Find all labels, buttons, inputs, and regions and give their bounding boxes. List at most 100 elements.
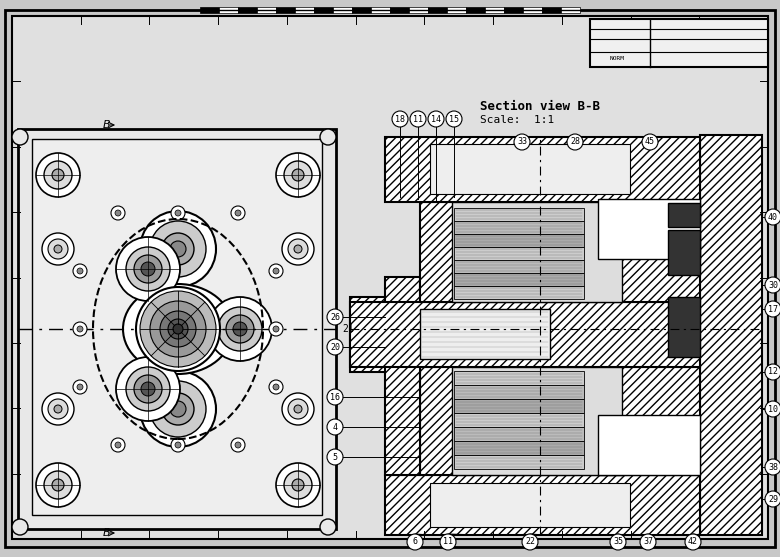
Circle shape xyxy=(765,459,780,475)
Ellipse shape xyxy=(123,284,233,374)
Circle shape xyxy=(294,405,302,413)
Bar xyxy=(454,247,584,260)
Text: Scale:  1:1: Scale: 1:1 xyxy=(480,115,555,125)
Circle shape xyxy=(765,401,780,417)
Bar xyxy=(420,367,700,475)
Circle shape xyxy=(567,134,583,150)
Bar xyxy=(257,7,276,13)
Bar xyxy=(454,385,584,399)
Bar xyxy=(428,7,447,13)
Text: B: B xyxy=(103,120,111,130)
Circle shape xyxy=(640,534,656,550)
Bar xyxy=(454,455,584,469)
Circle shape xyxy=(134,255,162,283)
Circle shape xyxy=(284,161,312,189)
Text: 26: 26 xyxy=(330,312,340,321)
Bar xyxy=(385,137,700,202)
Bar xyxy=(420,309,550,359)
Circle shape xyxy=(292,169,304,181)
Bar xyxy=(350,297,420,372)
Circle shape xyxy=(48,399,68,419)
Circle shape xyxy=(276,463,320,507)
Text: 11: 11 xyxy=(413,115,423,124)
Bar xyxy=(668,297,700,357)
Circle shape xyxy=(226,315,254,343)
Text: B: B xyxy=(103,528,111,538)
Text: 37: 37 xyxy=(643,538,653,546)
Bar xyxy=(700,135,762,535)
Circle shape xyxy=(282,393,314,425)
Circle shape xyxy=(284,471,312,499)
Circle shape xyxy=(48,239,68,259)
Text: 40: 40 xyxy=(768,213,778,222)
Circle shape xyxy=(235,210,241,216)
Circle shape xyxy=(160,311,196,347)
Bar xyxy=(590,19,768,67)
Circle shape xyxy=(392,111,408,127)
Circle shape xyxy=(42,393,74,425)
Circle shape xyxy=(235,442,241,448)
Bar xyxy=(598,415,700,475)
Circle shape xyxy=(73,264,87,278)
Bar xyxy=(454,427,584,441)
Circle shape xyxy=(77,268,83,274)
Text: 17: 17 xyxy=(768,305,778,314)
Circle shape xyxy=(140,211,216,287)
Text: 45: 45 xyxy=(645,138,655,146)
Circle shape xyxy=(327,419,343,435)
Circle shape xyxy=(273,326,279,332)
Bar xyxy=(598,199,700,259)
Circle shape xyxy=(522,534,538,550)
Bar xyxy=(295,7,314,13)
Circle shape xyxy=(115,210,121,216)
Circle shape xyxy=(162,233,194,265)
Circle shape xyxy=(282,233,314,265)
Circle shape xyxy=(320,129,336,145)
Text: 42: 42 xyxy=(688,538,698,546)
Circle shape xyxy=(276,153,320,197)
Bar xyxy=(668,230,700,275)
Bar xyxy=(430,144,630,194)
Bar xyxy=(454,234,584,247)
Bar xyxy=(238,7,257,13)
Circle shape xyxy=(170,241,186,257)
Bar xyxy=(371,7,390,13)
Circle shape xyxy=(111,206,125,220)
Bar xyxy=(454,399,584,413)
Text: 16: 16 xyxy=(330,393,340,402)
Bar xyxy=(333,7,352,13)
Circle shape xyxy=(765,209,780,225)
Bar xyxy=(504,7,523,13)
Circle shape xyxy=(52,169,64,181)
Circle shape xyxy=(141,382,155,396)
Circle shape xyxy=(150,381,206,437)
Bar xyxy=(454,371,584,385)
Circle shape xyxy=(288,239,308,259)
Circle shape xyxy=(73,380,87,394)
Circle shape xyxy=(765,301,780,317)
Circle shape xyxy=(288,399,308,419)
Circle shape xyxy=(765,277,780,293)
Text: 15: 15 xyxy=(449,115,459,124)
Text: 12: 12 xyxy=(768,368,778,377)
Text: 4: 4 xyxy=(332,423,338,432)
Bar xyxy=(523,7,542,13)
Circle shape xyxy=(292,479,304,491)
Circle shape xyxy=(327,389,343,405)
Circle shape xyxy=(141,262,155,276)
Text: Section view B-B: Section view B-B xyxy=(480,100,600,114)
Circle shape xyxy=(140,371,216,447)
Bar xyxy=(454,221,584,234)
Bar xyxy=(430,483,630,527)
Circle shape xyxy=(610,534,626,550)
Circle shape xyxy=(327,449,343,465)
Text: NORM: NORM xyxy=(609,56,625,61)
Circle shape xyxy=(44,471,72,499)
Circle shape xyxy=(231,206,245,220)
Circle shape xyxy=(320,519,336,535)
Circle shape xyxy=(12,519,28,535)
Circle shape xyxy=(269,322,283,336)
Bar xyxy=(420,202,700,302)
Bar xyxy=(454,286,584,299)
Circle shape xyxy=(77,326,83,332)
